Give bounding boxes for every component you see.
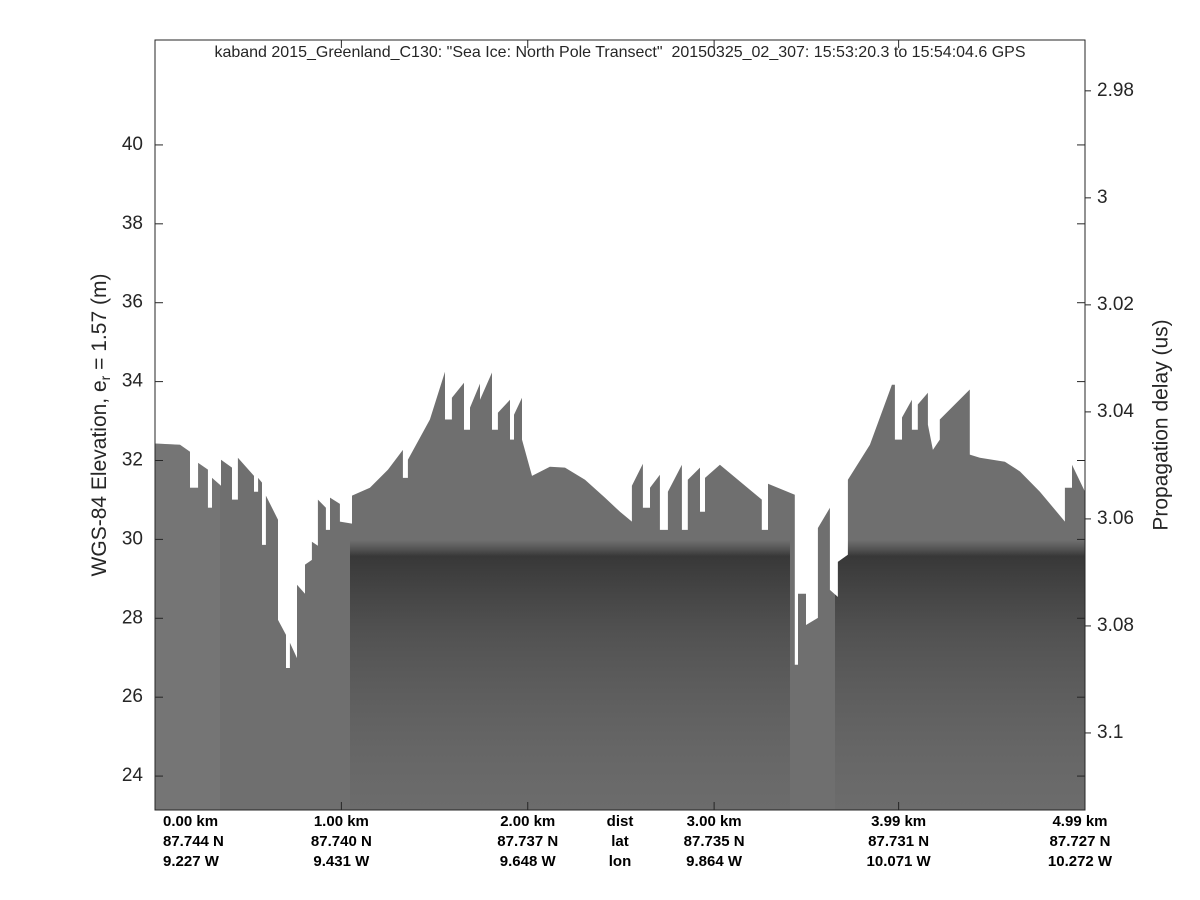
axes-box	[154, 39, 1086, 811]
x-tick-label: 0.00 km	[163, 813, 218, 830]
x-lon-label: 10.071 W	[867, 853, 932, 870]
x-lon-label: 9.648 W	[500, 853, 557, 870]
y2-tick-label: 3.08	[1097, 615, 1134, 636]
x-lon-label: 9.431 W	[313, 853, 370, 870]
y-label-main: WGS-84 Elevation, e	[88, 380, 111, 576]
x-row-label: lat	[611, 833, 629, 850]
x-tick-label: 3.00 km	[687, 813, 742, 830]
chart-title: kaband 2015_Greenland_C130: "Sea Ice: No…	[214, 44, 1025, 61]
plot-area	[155, 371, 1085, 810]
y-label-rest: = 1.57 (m)	[88, 274, 111, 376]
y-label-sub: r	[97, 375, 113, 380]
x-tick-label: 2.00 km	[500, 813, 555, 830]
y-tick-label: 28	[122, 607, 143, 628]
x-lon-label: 9.864 W	[686, 853, 743, 870]
y-axis-label: WGS-84 Elevation, er = 1.57 (m)	[88, 274, 113, 577]
light-strip	[155, 371, 220, 810]
y-tick-label: 32	[122, 450, 143, 471]
y2-tick-label: 3.1	[1097, 722, 1123, 743]
x-tick-label: 4.99 km	[1052, 813, 1107, 830]
x-lat-label: 87.731 N	[868, 833, 929, 850]
y2-tick-label: 3.02	[1097, 294, 1134, 315]
y-tick-label: 40	[122, 134, 143, 155]
x-lat-label: 87.737 N	[497, 833, 558, 850]
x-row-label: lon	[609, 853, 632, 870]
y2-tick-label: 3	[1097, 187, 1108, 208]
y2-tick-label: 3.04	[1097, 401, 1134, 422]
y2-axis-label: Propagation delay (us)	[1150, 319, 1173, 530]
x-lat-label: 87.735 N	[684, 833, 745, 850]
y2-tick-label: 3.06	[1097, 508, 1134, 529]
dark-layer	[835, 540, 1085, 810]
x-tick-label: 3.99 km	[871, 813, 926, 830]
y-tick-label: 24	[122, 765, 144, 786]
x-lon-label: 10.272 W	[1048, 853, 1113, 870]
dark-layer	[350, 540, 790, 810]
x-tick-label: 1.00 km	[314, 813, 369, 830]
y2-tick-label: 2.98	[1097, 80, 1134, 101]
y-tick-label: 34	[122, 371, 144, 392]
x-lat-label: 87.740 N	[311, 833, 372, 850]
y-tick-label: 30	[122, 528, 143, 549]
x-lat-label: 87.727 N	[1050, 833, 1111, 850]
y-tick-label: 36	[122, 292, 143, 313]
y-tick-label: 26	[122, 686, 143, 707]
x-lat-label: 87.744 N	[163, 833, 224, 850]
y-tick-label: 38	[122, 213, 143, 234]
x-lon-label: 9.227 W	[163, 853, 220, 870]
x-row-label: dist	[607, 813, 634, 830]
